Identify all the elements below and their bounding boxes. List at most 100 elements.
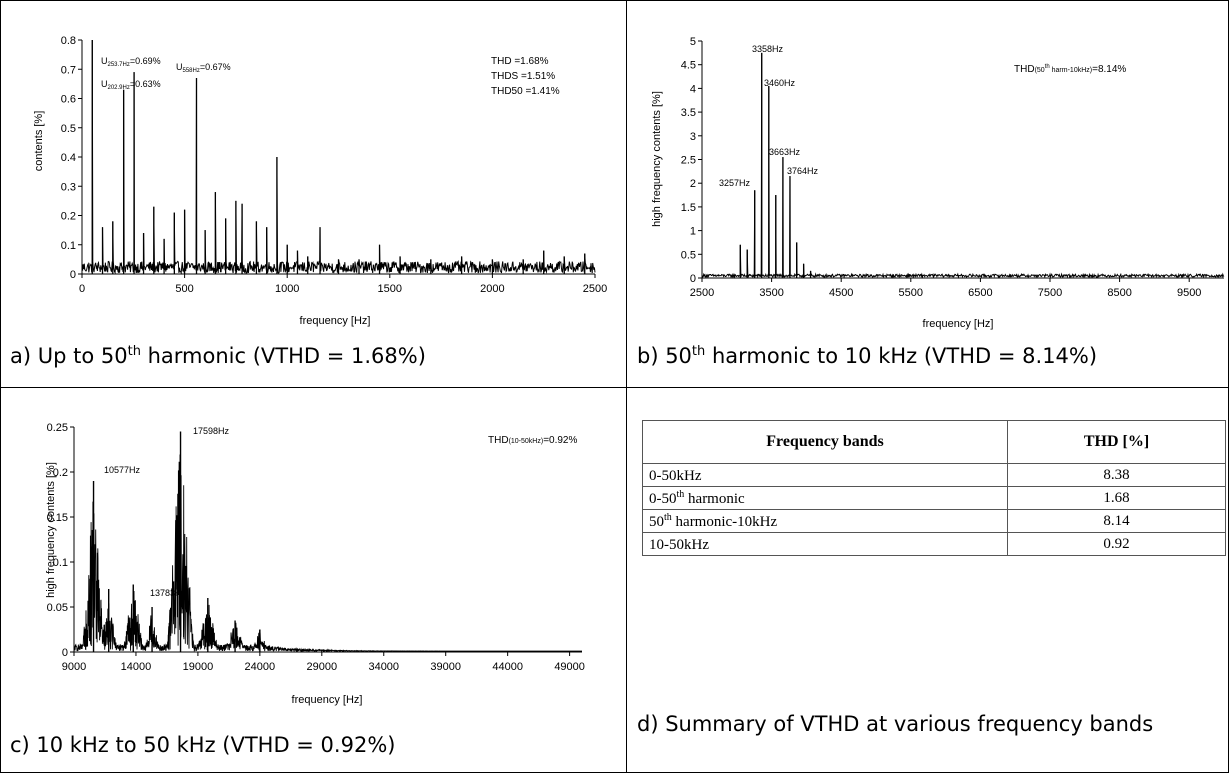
x-tick-label: 2500 [583, 283, 607, 295]
y-axis-label: contents [%] [33, 111, 45, 172]
caption-d: d) Summary of VTHD at various frequency … [637, 712, 1154, 736]
y-tick-label: 4.5 [681, 60, 696, 72]
y-tick-label: 0.3 [61, 181, 76, 193]
x-tick-label: 3500 [759, 287, 783, 299]
thd-annotation: THD(10-50kHz)=0.92% [488, 435, 577, 446]
svg-text:THD(10-50kHz)=0.92%: THD(10-50kHz)=0.92% [488, 435, 577, 446]
y-tick-label: 0.7 [61, 64, 76, 76]
peak-label-3460hz: 3460Hz [764, 78, 796, 88]
peak-label-3764hz: 3764Hz [787, 166, 819, 176]
x-axis-label: frequency [Hz] [292, 694, 363, 706]
peak-label-13783hz: 13783Hz [150, 588, 187, 598]
y-axis-label: high frequency contents [%] [651, 91, 663, 227]
y-tick-label: 3 [690, 131, 696, 143]
chart-panel-a: 0 0.1 0.2 0.3 0.4 0.5 0.6 0.7 0.8 0 500 1000 1500 200… [33, 35, 607, 327]
y-tick-label: 0.5 [61, 123, 76, 135]
svg-text:U253.7Hz=0.69%: U253.7Hz=0.69% [101, 56, 161, 68]
y-tick-label: 1.5 [681, 202, 696, 214]
band-cell: 0-50th harmonic [642, 486, 1008, 510]
y-tick-label: 1 [690, 226, 696, 238]
spectrum-series-line [81, 39, 596, 275]
x-tick-label: 2500 [690, 287, 714, 299]
x-tick-label: 6500 [968, 287, 992, 299]
table-row: 10-50kHz 0.92 [642, 532, 1226, 556]
x-tick-label: 500 [175, 283, 193, 295]
peak-label-10577hz: 10577Hz [104, 465, 141, 475]
thd-annotation: THD(50th harm-10kHz)=8.14% [1014, 64, 1126, 75]
table-row: 50th harmonic-10kHz 8.14 [642, 509, 1226, 533]
peak-label-3358hz: 3358Hz [752, 44, 784, 54]
column-header-frequency-bands: Frequency bands [642, 420, 1008, 464]
x-tick-label: 44000 [492, 661, 523, 673]
thds-annotation: THDS =1.51% [491, 71, 555, 82]
y-tick-label: 0.05 [47, 602, 68, 614]
table-row: 0-50th harmonic 1.68 [642, 486, 1226, 510]
thd-cell: 0.92 [1007, 532, 1226, 556]
y-tick-label: 0.15 [47, 512, 68, 524]
x-axis-label: frequency [Hz] [923, 318, 994, 330]
y-tick-label: 0 [62, 647, 68, 659]
x-tick-label: 39000 [430, 661, 461, 673]
x-tick-label: 9000 [62, 661, 86, 673]
x-tick-label: 7500 [1038, 287, 1062, 299]
band-cell: 50th harmonic-10kHz [642, 509, 1008, 533]
y-tick-label: 0.6 [61, 94, 76, 106]
x-tick-label: 2000 [480, 283, 504, 295]
x-tick-label: 49000 [554, 661, 585, 673]
x-tick-label: 1500 [378, 283, 402, 295]
table-header-row: Frequency bands THD [%] [642, 420, 1226, 464]
x-tick-label: 29000 [307, 661, 338, 673]
y-tick-label: 0.1 [53, 557, 68, 569]
x-tick-label: 5500 [899, 287, 923, 299]
y-tick-label: 0.25 [47, 422, 68, 434]
x-tick-label: 14000 [121, 661, 152, 673]
x-tick-label: 24000 [245, 661, 276, 673]
x-tick-label: 0 [79, 283, 85, 295]
x-tick-label: 19000 [183, 661, 214, 673]
peak-label-253.7hz: U253.7Hz=0.69% [101, 56, 161, 68]
peak-label-3257hz: 3257Hz [719, 178, 751, 188]
y-tick-label: 0.4 [61, 152, 76, 164]
svg-text:U202.9Hz=0.63%: U202.9Hz=0.63% [101, 79, 161, 91]
x-tick-label: 1000 [275, 283, 299, 295]
y-tick-label: 0.2 [53, 467, 68, 479]
thd-summary-table: Frequency bands THD [%] 0-50kHz 8.38 0-5… [642, 420, 1226, 556]
y-axis-label: high frequency contents [%] [45, 462, 57, 598]
peak-label-17598hz: 17598Hz [193, 426, 230, 436]
caption-b: b) 50th harmonic to 10 kHz (VTHD = 8.14%… [637, 344, 1098, 368]
peak-label-202.9hz: U202.9Hz=0.63% [101, 79, 161, 91]
x-axis-label: frequency [Hz] [300, 315, 371, 327]
y-tick-label: 0 [690, 273, 696, 285]
y-tick-label: 4 [690, 83, 696, 95]
peak-label-558hz: U558Hz=0.67% [176, 62, 231, 74]
y-tick-label: 0.8 [61, 35, 76, 47]
band-cell: 10-50kHz [642, 532, 1008, 556]
chart-panel-b: 0 0.5 1 1.5 2 2.5 3 3.5 4 4.5 5 2500 3500 4500 5500 650… [651, 36, 1225, 330]
x-tick-label: 9500 [1177, 287, 1201, 299]
chart-panel-c: 0 0.05 0.1 0.15 0.2 0.25 9000 14000 19000 24000 29… [45, 422, 585, 706]
spectrum-series-line [701, 52, 1225, 279]
x-tick-label: 8500 [1107, 287, 1131, 299]
y-tick-label: 0 [70, 269, 76, 281]
grid-divider-vertical [626, 0, 627, 773]
y-tick-label: 0.2 [61, 211, 76, 223]
y-tick-label: 5 [690, 36, 696, 48]
thd-cell: 1.68 [1007, 486, 1226, 510]
y-tick-label: 3.5 [681, 107, 696, 119]
y-tick-label: 0.5 [681, 249, 696, 261]
spectrum-series-line [73, 454, 582, 653]
caption-a: a) Up to 50th harmonic (VTHD = 1.68%) [10, 344, 426, 368]
svg-text:THD(50th harm-10kHz)=8.14%: THD(50th harm-10kHz)=8.14% [1014, 64, 1126, 75]
x-tick-label: 4500 [829, 287, 853, 299]
y-tick-label: 0.1 [61, 240, 76, 252]
thd50-annotation: THD50 =1.41% [491, 86, 560, 97]
thd-cell: 8.14 [1007, 509, 1226, 533]
svg-text:U558Hz=0.67%: U558Hz=0.67% [176, 62, 231, 74]
peak-label-3663hz: 3663Hz [769, 147, 801, 157]
thd-cell: 8.38 [1007, 463, 1226, 487]
band-cell: 0-50kHz [642, 463, 1008, 487]
x-tick-label: 34000 [368, 661, 399, 673]
caption-c: c) 10 kHz to 50 kHz (VTHD = 0.92%) [10, 733, 396, 757]
y-tick-label: 2.5 [681, 155, 696, 167]
column-header-thd: THD [%] [1007, 420, 1226, 464]
